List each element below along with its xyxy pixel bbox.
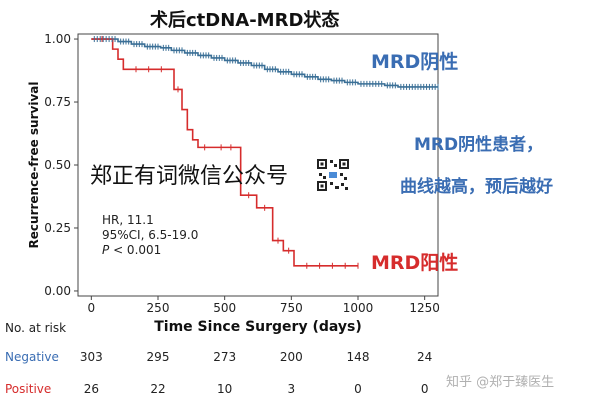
y-tick-label: 0.00 [44, 284, 71, 298]
y-tick-label: 1.00 [44, 32, 71, 46]
x-tick-label: 1000 [343, 301, 374, 315]
ci-text: 95%CI, 6.5-19.0 [102, 228, 199, 242]
at-risk-cell: 273 [213, 350, 237, 364]
y-axis-label: Recurrence-free survival [27, 82, 41, 249]
at-risk-header: No. at risk [5, 321, 67, 335]
x-tick-label: 1250 [409, 301, 440, 315]
at-risk-cell: 303 [79, 350, 103, 364]
x-tick-label: 500 [213, 301, 236, 315]
x-tick-label: 0 [88, 301, 96, 315]
chart-title: 术后ctDNA-MRD状态 [150, 10, 340, 31]
p-value-text: P < 0.001 [102, 243, 198, 258]
x-tick-label: 750 [280, 301, 303, 315]
curve-negative [91, 38, 438, 88]
at-risk-cell: 10 [217, 382, 233, 396]
at-risk-cell: 200 [279, 350, 303, 364]
curve-group [91, 38, 438, 267]
censor-marks [93, 36, 439, 269]
qr-code-icon [316, 158, 350, 192]
mrd-positive-label: MRD阳性 [371, 252, 459, 274]
mrd-negative-note-line2: 曲线越高，预后越好 [400, 177, 553, 197]
at-risk-row-label: Positive [5, 382, 52, 396]
p-label: P [102, 243, 110, 257]
at-risk-cell: 3 [287, 382, 296, 396]
at-risk-cell: 22 [150, 382, 166, 396]
zhihu-watermark: 知乎 @郑于臻医生 [446, 375, 555, 390]
x-tick-label: 250 [147, 301, 170, 315]
at-risk-cell: 295 [146, 350, 170, 364]
hr-text: HR, 11.1 [102, 213, 154, 227]
at-risk-cell: 0 [354, 382, 362, 396]
y-tick-label: 0.75 [44, 95, 71, 109]
wechat-watermark: 郑正有词微信公众号 [90, 164, 289, 189]
mrd-negative-label: MRD阴性 [371, 51, 459, 73]
mrd-negative-note-line1: MRD阴性患者， [414, 135, 544, 155]
at-risk-row-label: Negative [5, 350, 59, 364]
tick-group: 0 250 500 750 1000 1250 0.00 0.25 0.50 0.75 1.00 Ti… [27, 32, 440, 335]
y-tick-label: 0.50 [44, 158, 71, 172]
at-risk-cell: 26 [83, 382, 99, 396]
at-risk-cell: 24 [417, 350, 433, 364]
x-axis-label: Time Since Surgery (days) [154, 319, 362, 335]
y-tick-label: 0.25 [44, 221, 71, 235]
p-value: < 0.001 [109, 243, 162, 257]
at-risk-cell: 0 [420, 382, 429, 396]
stats-annotation: HR, 11.1 95%CI, 6.5-19.0 P < 0.001 [102, 213, 198, 258]
curve-positive [91, 38, 358, 267]
at-risk-cell: 148 [346, 350, 370, 364]
